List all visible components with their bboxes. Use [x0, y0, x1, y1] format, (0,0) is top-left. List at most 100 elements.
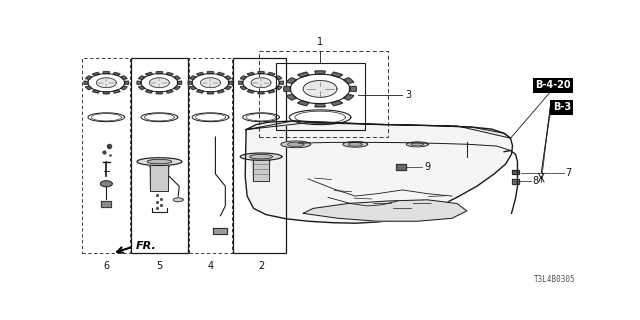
Polygon shape	[86, 76, 92, 79]
Polygon shape	[145, 90, 152, 93]
Text: FR.: FR.	[136, 241, 156, 251]
Polygon shape	[196, 90, 204, 93]
Polygon shape	[121, 86, 127, 90]
Polygon shape	[396, 164, 406, 170]
Polygon shape	[240, 153, 282, 160]
Bar	[259, 51, 388, 137]
Polygon shape	[281, 141, 310, 148]
Polygon shape	[343, 141, 368, 147]
Text: 3: 3	[405, 90, 411, 100]
Bar	[233, 58, 286, 253]
Polygon shape	[298, 100, 309, 106]
Polygon shape	[139, 76, 145, 79]
Polygon shape	[406, 142, 428, 147]
Polygon shape	[246, 121, 511, 138]
Polygon shape	[286, 78, 297, 84]
Polygon shape	[150, 165, 169, 191]
Polygon shape	[247, 72, 254, 76]
Polygon shape	[100, 181, 112, 187]
Polygon shape	[303, 200, 467, 221]
Polygon shape	[217, 90, 224, 93]
Polygon shape	[275, 76, 282, 79]
Polygon shape	[207, 92, 214, 94]
Polygon shape	[287, 142, 304, 147]
Polygon shape	[174, 76, 180, 79]
Bar	[131, 58, 188, 253]
Polygon shape	[247, 90, 254, 93]
Polygon shape	[101, 201, 111, 207]
Polygon shape	[113, 72, 120, 76]
Polygon shape	[147, 159, 172, 164]
Polygon shape	[349, 86, 356, 92]
Polygon shape	[189, 76, 196, 79]
Bar	[189, 58, 232, 253]
Polygon shape	[303, 81, 337, 97]
Text: 6: 6	[103, 261, 109, 271]
Polygon shape	[188, 81, 192, 84]
Polygon shape	[207, 72, 214, 74]
Polygon shape	[239, 81, 243, 84]
Polygon shape	[217, 72, 224, 76]
Text: T3L4B0305: T3L4B0305	[533, 275, 575, 284]
Polygon shape	[268, 72, 275, 76]
Polygon shape	[228, 81, 233, 84]
Text: 1: 1	[317, 37, 323, 47]
Polygon shape	[225, 76, 231, 79]
Polygon shape	[103, 72, 109, 74]
Polygon shape	[166, 72, 173, 76]
Polygon shape	[124, 81, 129, 84]
Polygon shape	[156, 72, 163, 74]
Polygon shape	[177, 81, 182, 84]
Bar	[83, 58, 129, 253]
Polygon shape	[250, 154, 273, 159]
Polygon shape	[139, 86, 145, 90]
Polygon shape	[166, 90, 173, 93]
Text: 5: 5	[156, 261, 163, 271]
Polygon shape	[213, 228, 227, 234]
Text: 9: 9	[425, 162, 431, 172]
Polygon shape	[298, 72, 309, 77]
Polygon shape	[150, 78, 169, 88]
Bar	[276, 63, 365, 130]
Polygon shape	[225, 86, 231, 90]
Text: 8: 8	[533, 176, 539, 186]
Polygon shape	[92, 90, 99, 93]
Polygon shape	[173, 198, 183, 202]
Text: B-4-20: B-4-20	[536, 80, 571, 90]
Polygon shape	[315, 104, 325, 107]
Polygon shape	[86, 86, 92, 90]
Polygon shape	[251, 78, 271, 88]
Polygon shape	[245, 121, 513, 223]
Polygon shape	[331, 100, 342, 106]
Polygon shape	[344, 94, 354, 100]
Polygon shape	[315, 71, 325, 74]
Polygon shape	[258, 72, 264, 74]
Text: 7: 7	[564, 168, 571, 178]
Polygon shape	[268, 90, 275, 93]
Polygon shape	[113, 90, 120, 93]
Polygon shape	[258, 92, 264, 94]
Polygon shape	[137, 81, 141, 84]
Polygon shape	[252, 160, 270, 181]
Polygon shape	[275, 86, 282, 90]
Polygon shape	[286, 94, 297, 100]
Text: 2: 2	[258, 261, 264, 271]
Text: 4: 4	[207, 261, 214, 271]
Polygon shape	[344, 78, 354, 84]
Polygon shape	[279, 81, 284, 84]
Polygon shape	[348, 142, 362, 146]
Polygon shape	[189, 86, 196, 90]
Polygon shape	[284, 86, 291, 92]
Polygon shape	[240, 86, 246, 90]
Polygon shape	[196, 72, 204, 76]
Polygon shape	[84, 81, 88, 84]
Text: B-3: B-3	[553, 102, 571, 112]
Polygon shape	[331, 72, 342, 77]
Polygon shape	[511, 179, 520, 184]
Polygon shape	[103, 92, 109, 94]
Polygon shape	[412, 143, 423, 146]
Polygon shape	[97, 78, 116, 88]
Polygon shape	[92, 72, 99, 76]
Polygon shape	[200, 78, 220, 88]
Polygon shape	[240, 76, 246, 79]
